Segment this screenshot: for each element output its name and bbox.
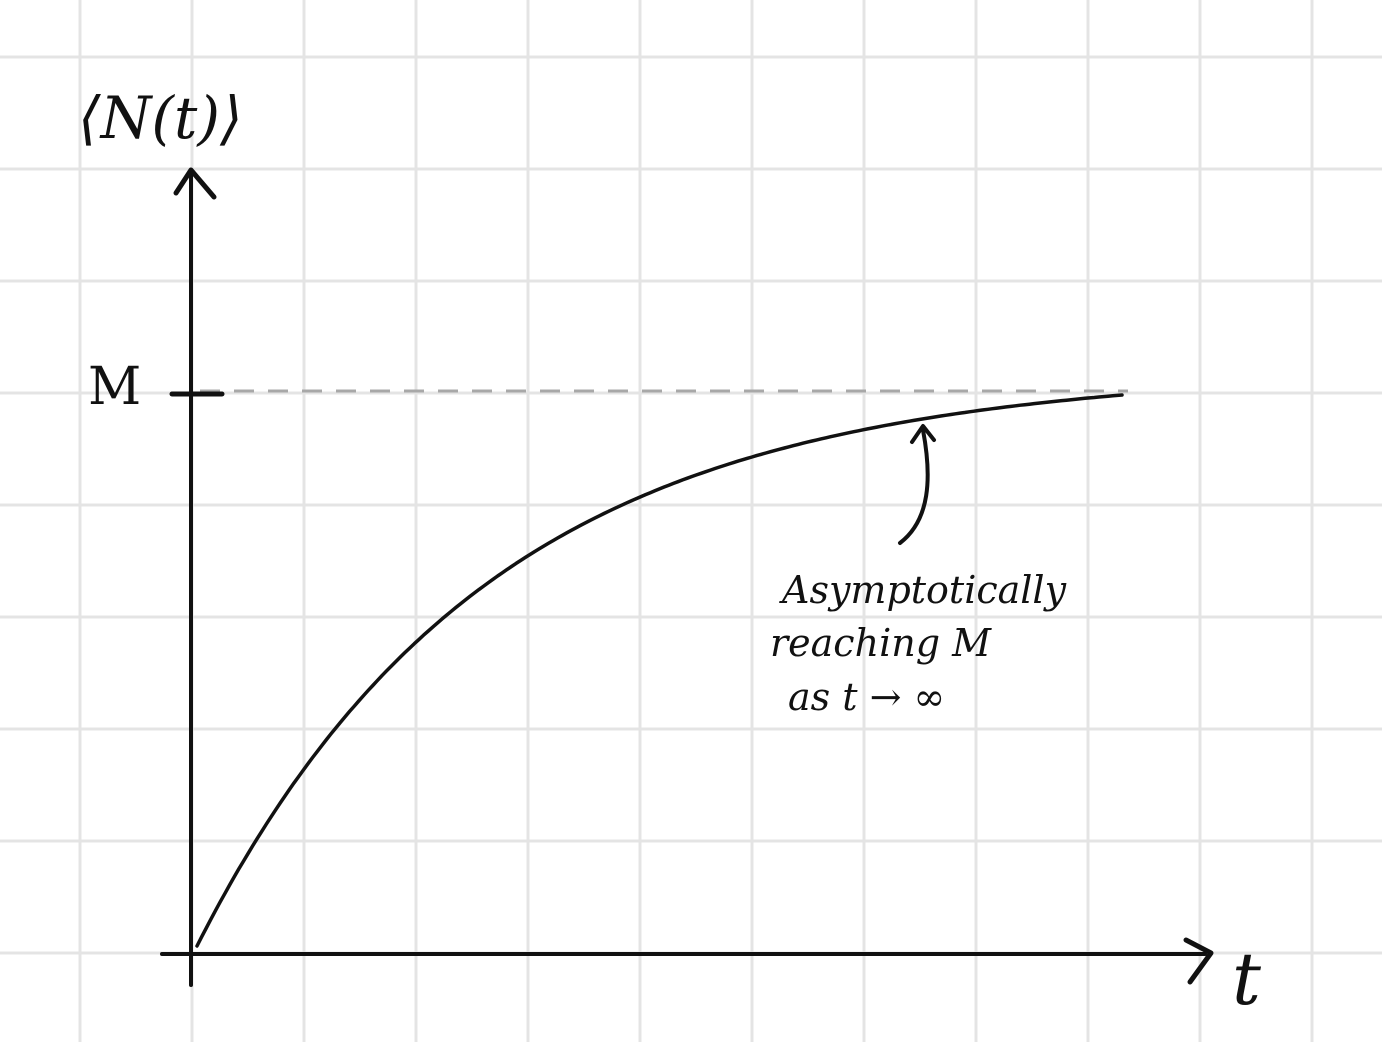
annotation-line-1: Asymptotically (779, 568, 1067, 612)
saturation-curve (195, 393, 1124, 948)
y-axis-arrowhead (173, 167, 217, 200)
annotation-arrow-shaft (898, 428, 930, 545)
annotation-arrowhead (910, 424, 936, 444)
x-axis-arrowhead (1183, 937, 1214, 985)
annotation-line-2: reaching M (770, 621, 992, 665)
asymptote-label: M (88, 357, 141, 417)
x-axis-label: t (1232, 937, 1262, 1021)
annotation-line-3: as t → ∞ (788, 675, 945, 719)
y-axis-label: ⟨N(t)⟩ (78, 84, 243, 152)
